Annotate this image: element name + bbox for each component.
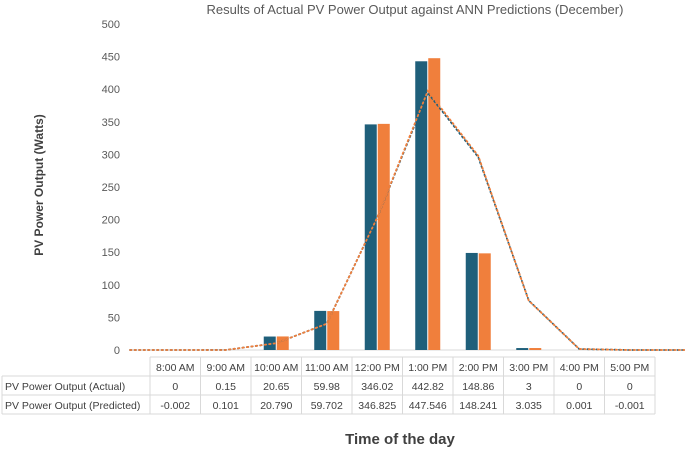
trendlines xyxy=(129,89,685,351)
bar-predicted xyxy=(327,311,340,350)
bar-actual xyxy=(415,61,428,350)
bar-actual xyxy=(314,310,327,350)
y-tick-label: 500 xyxy=(102,19,120,31)
x-category-label: 9:00 AM xyxy=(206,362,245,374)
table-value: 0.101 xyxy=(213,400,239,412)
y-tick-label: 350 xyxy=(102,117,120,129)
bars xyxy=(175,58,643,351)
bar-predicted xyxy=(478,253,491,350)
x-category-label: 11:00 AM xyxy=(305,362,349,374)
table-value: 148.241 xyxy=(459,400,497,412)
table-value: 0 xyxy=(576,381,582,393)
trendline-actual xyxy=(129,91,685,351)
y-tick-label: 150 xyxy=(102,247,120,259)
table-value: 0 xyxy=(172,381,178,393)
bar-predicted xyxy=(377,123,390,350)
x-category-label: 12:00 PM xyxy=(355,362,400,374)
y-tick-label: 50 xyxy=(108,312,120,324)
y-axis-title: PV Power Output (Watts) xyxy=(32,114,46,256)
bar-predicted xyxy=(529,348,542,350)
table-value: -0.001 xyxy=(615,400,645,412)
x-category-label: 8:00 AM xyxy=(156,362,195,374)
table-value: 346.825 xyxy=(358,400,396,412)
table-value: 20.65 xyxy=(263,381,289,393)
bar-actual xyxy=(364,124,377,350)
table-value: 0.15 xyxy=(216,381,237,393)
chart-title: Results of Actual PV Power Output agains… xyxy=(207,2,624,17)
y-tick-label: 250 xyxy=(102,182,120,194)
bar-actual xyxy=(465,252,478,350)
table-value: 20.790 xyxy=(260,400,292,412)
table-value: 447.546 xyxy=(409,400,447,412)
x-axis-title: Time of the day xyxy=(345,431,455,448)
table-series-name: PV Power Output (Predicted) xyxy=(5,400,140,412)
table-value: -0.002 xyxy=(160,400,190,412)
x-category-label: 2:00 PM xyxy=(459,362,498,374)
table-value: 0.001 xyxy=(566,400,592,412)
x-category-label: 3:00 PM xyxy=(509,362,548,374)
y-tick-label: 400 xyxy=(102,84,120,96)
table-value: 0 xyxy=(627,381,633,393)
table-series-name: PV Power Output (Actual) xyxy=(5,381,125,393)
trendline-predicted xyxy=(129,89,685,351)
x-category-label: 1:00 PM xyxy=(408,362,447,374)
table-value: 3.035 xyxy=(516,400,542,412)
table-value: 442.82 xyxy=(412,381,444,393)
table-value: 3 xyxy=(526,381,532,393)
x-category-label: 4:00 PM xyxy=(560,362,599,374)
x-category-label: 5:00 PM xyxy=(610,362,649,374)
data-table: 8:00 AM 9:00 AM 10:00 AM 11:00 AM 12:00 PM 1:… xyxy=(1,356,656,415)
table-value: 148.86 xyxy=(462,381,494,393)
table-value: 346.02 xyxy=(361,381,393,393)
bar-actual xyxy=(516,348,529,350)
table-value: 59.98 xyxy=(314,381,340,393)
y-tick-label: 100 xyxy=(102,280,120,292)
table-value: 59.702 xyxy=(311,400,343,412)
bar-predicted xyxy=(428,58,441,350)
y-tick-label: 450 xyxy=(102,52,120,64)
y-tick-label: 200 xyxy=(102,215,120,227)
x-category-label: 10:00 AM xyxy=(254,362,298,374)
y-axis: 0 50 100 150 200 250 300 350 400 450 500 xyxy=(102,19,685,357)
y-tick-label: 0 xyxy=(114,345,120,357)
y-tick-label: 300 xyxy=(102,149,120,161)
